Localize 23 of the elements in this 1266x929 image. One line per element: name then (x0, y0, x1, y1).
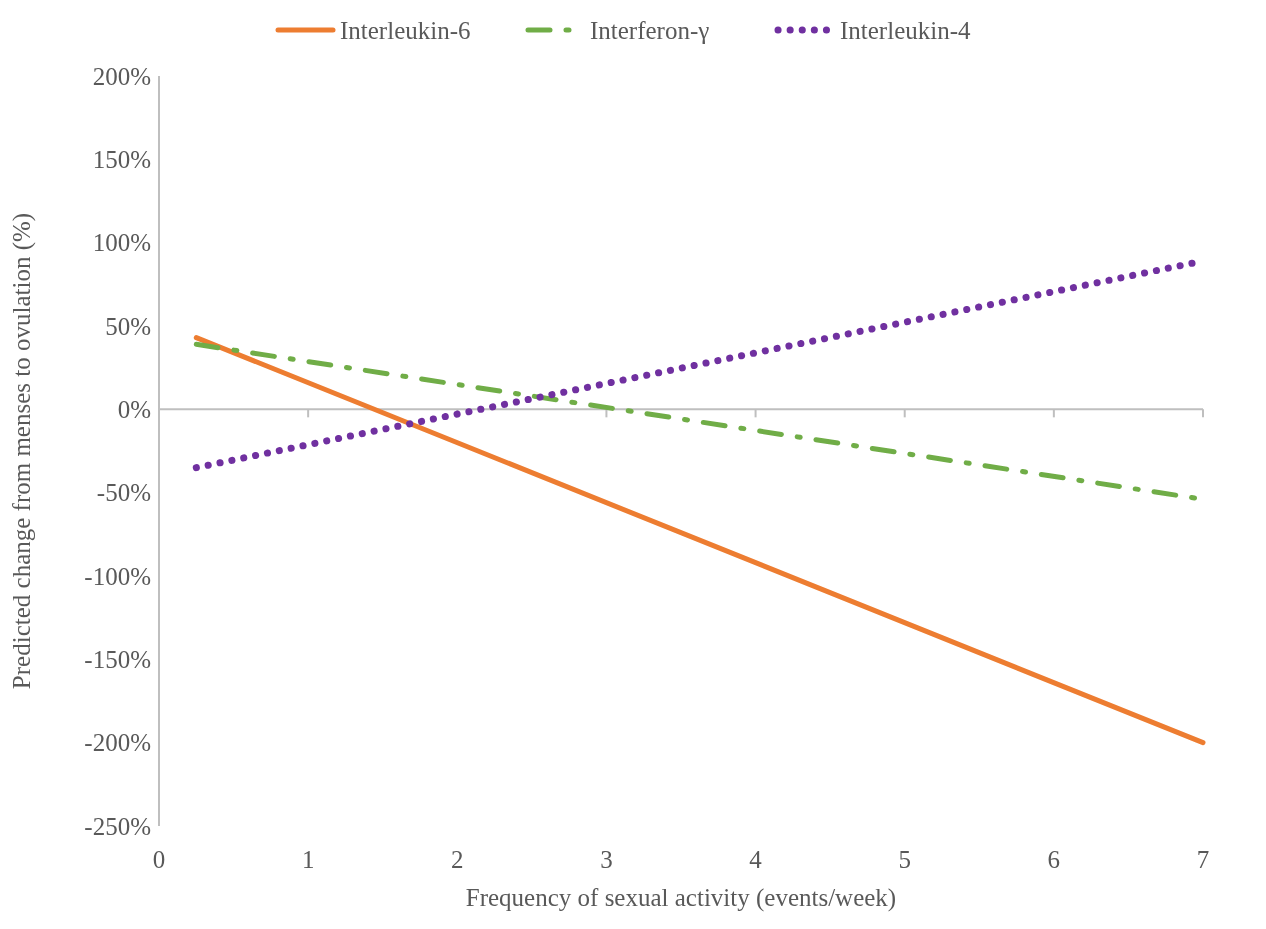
x-tick-label: 3 (600, 846, 613, 873)
y-tick-label: -250% (84, 812, 151, 840)
y-tick-label: 100% (92, 229, 151, 257)
x-tick-label: 5 (898, 846, 911, 873)
y-tick-label: 150% (92, 146, 151, 174)
y-tick-label: -100% (84, 562, 151, 590)
y-tick-label: 50% (105, 312, 151, 340)
x-tick-label: 1 (301, 846, 315, 873)
x-tick-label: 7 (1196, 846, 1210, 873)
y-tick-label: 200% (92, 62, 151, 90)
y-tick-label: 0% (117, 396, 151, 424)
x-tick-label: 0 (152, 846, 166, 873)
y-tick-label: -50% (96, 479, 151, 507)
legend-label: Interleukin-6 (340, 16, 471, 44)
x-tick-label: 4 (749, 846, 763, 873)
y-tick-label: -200% (84, 729, 151, 757)
legend-label: Interleukin-4 (840, 16, 972, 44)
x-tick-label: 2 (451, 846, 464, 873)
legend-label: Interferon-γ (590, 16, 710, 44)
x-tick-label: 6 (1047, 846, 1061, 873)
y-axis-title: Predicted change from menses to ovulation (%) (8, 212, 36, 690)
y-tick-label: -150% (84, 646, 151, 674)
x-axis-title: Frequency of sexual activity (events/week) (465, 884, 897, 912)
